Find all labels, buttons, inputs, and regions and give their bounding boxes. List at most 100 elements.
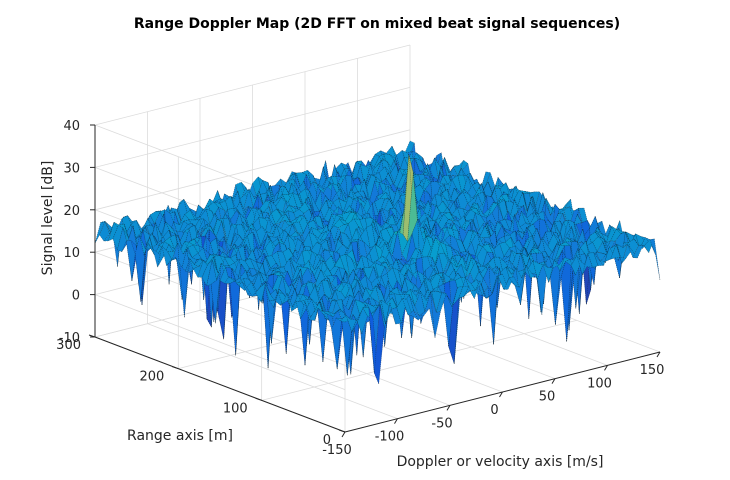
surface-cell [165, 221, 177, 235]
surface-cell [247, 194, 259, 211]
surface-cell [202, 205, 214, 218]
z-axis-label: Signal level [dB] [40, 161, 56, 276]
surface-cell [592, 236, 604, 252]
surface-cell [479, 225, 490, 238]
chart-title: Range Doppler Map (2D FFT on mixed beat … [134, 16, 620, 32]
surface-cell [595, 252, 607, 262]
z-tick-label: 20 [63, 204, 80, 219]
surface-cell [555, 261, 566, 325]
surface-cell [409, 157, 421, 172]
surface-cell [365, 285, 376, 297]
surface-cell [421, 163, 433, 183]
surface-cell [324, 248, 335, 269]
x-tick-mark [499, 391, 503, 398]
surface-cell [311, 297, 322, 313]
surface-cell [230, 254, 241, 277]
surface-cell [520, 265, 531, 305]
surface-cell [270, 208, 282, 225]
surface-cell [541, 253, 553, 271]
surface-cell [168, 211, 180, 285]
surface-cell [207, 256, 219, 273]
surface-cell [504, 199, 515, 222]
surface-cell [431, 203, 442, 216]
surface-cell [475, 280, 486, 299]
x-tick-mark [551, 378, 556, 384]
surface-cell [286, 277, 297, 354]
x-tick-label: 100 [587, 376, 612, 391]
surface-cell [327, 267, 338, 283]
x-tick-mark [341, 431, 346, 438]
tick-labels: -150-100-500501001500100200300-100102030… [56, 119, 664, 458]
surface-cell [447, 207, 458, 217]
surface-cell [140, 243, 152, 302]
surface-cell [448, 175, 460, 250]
surface-cell [213, 201, 225, 211]
surface-cell [469, 280, 481, 300]
surface-cell [311, 242, 322, 266]
surface-cell [166, 258, 177, 266]
y-tick-label: 200 [140, 370, 165, 385]
surface-cell [505, 266, 517, 282]
surface-cell [189, 219, 200, 230]
surface-cell [313, 166, 324, 191]
surface-cell [431, 272, 443, 277]
surface-cell [526, 195, 538, 216]
grid-line [261, 319, 577, 401]
y-tick-mark [338, 429, 346, 433]
z-tick-label: 0 [72, 289, 80, 304]
surface-cell [230, 224, 241, 249]
surface-cell [139, 235, 150, 256]
surface-cell [467, 193, 478, 212]
surface-cell [481, 283, 492, 299]
surface-cell [401, 233, 413, 262]
surface-cell [208, 201, 219, 218]
surface-cell [264, 256, 276, 273]
x-tick-mark [656, 351, 661, 358]
surface-cell [452, 285, 464, 306]
surface-cell [283, 258, 295, 284]
y-tick-label: 100 [223, 401, 248, 416]
grid-line [94, 87, 411, 168]
surface-cell [466, 207, 477, 213]
surface-cell [385, 302, 396, 325]
surface-cell [309, 191, 320, 212]
surface-cell [524, 191, 536, 194]
x-tick-label: 150 [640, 363, 665, 378]
surface-cell [331, 317, 342, 370]
surface-cell [527, 246, 538, 257]
surface-cell [108, 221, 119, 242]
surface-cell [418, 308, 430, 317]
x-tick-label: -150 [322, 443, 352, 458]
surface-cell [632, 244, 644, 259]
surface-cell [295, 301, 307, 320]
surface-cell [413, 184, 425, 206]
surface-cell [421, 217, 433, 239]
surface-cell [176, 209, 188, 260]
surface-cell [357, 177, 369, 194]
z-tick-label: -10 [59, 331, 80, 346]
surface-cell [122, 225, 134, 244]
surface-cell [514, 271, 526, 305]
y-tick-mark [172, 366, 179, 370]
surface-cell [240, 215, 252, 235]
surface-cell [532, 260, 544, 280]
surface-cell [396, 298, 408, 324]
surface-cell [191, 235, 202, 247]
z-tick-label: 10 [63, 246, 80, 261]
z-tick-label: 30 [63, 161, 80, 176]
y-tick-label: 300 [56, 338, 81, 353]
x-tick-label: 50 [539, 390, 556, 405]
surface-cell [542, 264, 554, 284]
surface-cell [282, 292, 293, 307]
grid-line [94, 44, 411, 126]
surface-cell [458, 286, 470, 299]
surface-cell [335, 162, 346, 184]
surface-cell [566, 237, 578, 242]
surface-cell [187, 244, 199, 258]
surface-cell [536, 228, 547, 245]
surface-cell [266, 225, 277, 244]
surface-cell [411, 270, 422, 339]
surface-cell [510, 185, 521, 202]
grid-line [147, 323, 398, 420]
surface-cell [495, 182, 507, 190]
